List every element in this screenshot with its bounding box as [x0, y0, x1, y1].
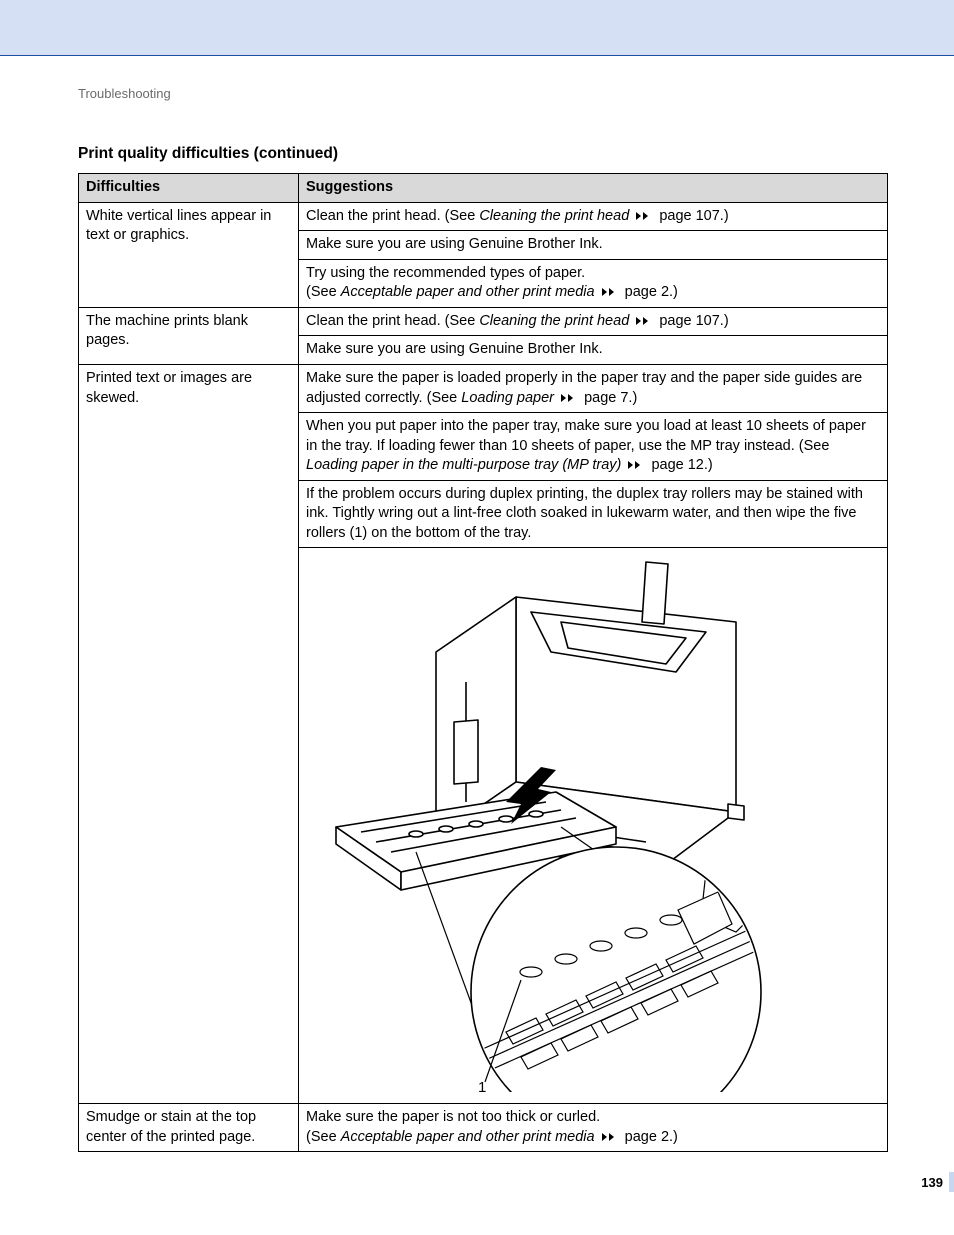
text-italic: Cleaning the print head: [479, 208, 629, 224]
troubleshooting-table: Difficulties Suggestions White vertical …: [78, 173, 888, 1152]
difficulty-cell: The machine prints blank pages.: [79, 307, 299, 364]
text: Try using the recommended types of paper…: [306, 265, 585, 281]
suggestion-cell: If the problem occurs during duplex prin…: [299, 480, 888, 548]
text: When you put paper into the paper tray, …: [306, 418, 866, 454]
difficulty-cell: Smudge or stain at the top center of the…: [79, 1104, 299, 1152]
crossref-arrow-icon: [560, 393, 578, 403]
crossref-arrow-icon: [627, 460, 645, 470]
crossref-arrow-icon: [635, 316, 653, 326]
text: Clean the print head. (See: [306, 313, 479, 329]
text-italic: Cleaning the print head: [479, 313, 629, 329]
difficulty-cell: White vertical lines appear in text or g…: [79, 202, 299, 307]
difficulty-cell: Printed text or images are skewed.: [79, 364, 299, 1103]
crossref-arrow-icon: [601, 287, 619, 297]
text: (See: [306, 1129, 341, 1145]
page-number: 139: [921, 1172, 954, 1192]
text: page 2.): [621, 1129, 678, 1145]
table-header-row: Difficulties Suggestions: [79, 174, 888, 203]
text: page 7.): [580, 390, 637, 406]
text-italic: Loading paper in the multi-purpose tray …: [306, 457, 621, 473]
table-row: Printed text or images are skewed. Make …: [79, 364, 888, 412]
printer-diagram: 1: [306, 552, 826, 1092]
text-italic: Loading paper: [461, 390, 554, 406]
table-row: White vertical lines appear in text or g…: [79, 202, 888, 231]
breadcrumb: Troubleshooting: [78, 86, 888, 101]
text: page 107.): [655, 313, 728, 329]
suggestion-cell: Make sure the paper is loaded properly i…: [299, 364, 888, 412]
header-suggestions: Suggestions: [299, 174, 888, 203]
text-italic: Acceptable paper and other print media: [341, 1129, 595, 1145]
header-difficulties: Difficulties: [79, 174, 299, 203]
crossref-arrow-icon: [635, 211, 653, 221]
page-number-bar: [949, 1172, 954, 1192]
text-italic: Acceptable paper and other print media: [341, 284, 595, 300]
page-number-text: 139: [921, 1175, 943, 1190]
text: page 2.): [621, 284, 678, 300]
suggestion-cell: Try using the recommended types of paper…: [299, 259, 888, 307]
table-row: Smudge or stain at the top center of the…: [79, 1104, 888, 1152]
page-content: Troubleshooting Print quality difficulti…: [0, 56, 954, 1182]
figure-callout-1: 1: [478, 1079, 486, 1092]
header-band: [0, 0, 954, 56]
crossref-arrow-icon: [601, 1132, 619, 1142]
text: Make sure the paper is not too thick or …: [306, 1109, 600, 1125]
section-title: Print quality difficulties (continued): [78, 145, 888, 163]
suggestion-cell: When you put paper into the paper tray, …: [299, 413, 888, 481]
text: page 107.): [655, 208, 728, 224]
text: Clean the print head. (See: [306, 208, 479, 224]
suggestion-cell: Clean the print head. (See Cleaning the …: [299, 202, 888, 231]
suggestion-cell: Clean the print head. (See Cleaning the …: [299, 307, 888, 336]
suggestion-cell: Make sure you are using Genuine Brother …: [299, 231, 888, 260]
text: (See: [306, 284, 341, 300]
figure-cell: 1: [299, 548, 888, 1104]
text: page 12.): [647, 457, 712, 473]
suggestion-cell: Make sure the paper is not too thick or …: [299, 1104, 888, 1152]
table-row: The machine prints blank pages. Clean th…: [79, 307, 888, 336]
suggestion-cell: Make sure you are using Genuine Brother …: [299, 336, 888, 365]
